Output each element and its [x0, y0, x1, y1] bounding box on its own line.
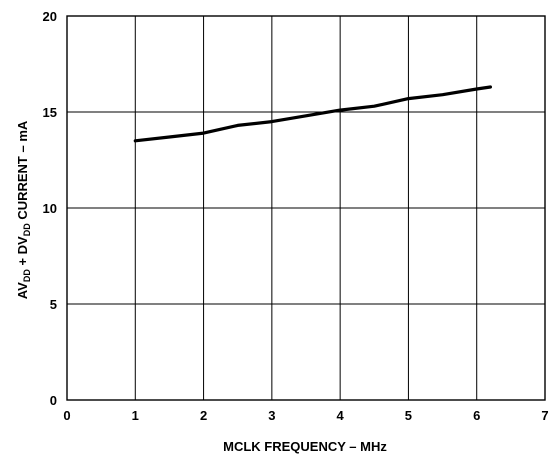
- y-axis-label-part-3: CURRENT – mA: [15, 120, 30, 223]
- gridlines: [66, 15, 546, 401]
- y-tick-label: 10: [43, 201, 57, 216]
- y-tick-label: 15: [43, 105, 57, 120]
- series-line-0: [133, 85, 492, 143]
- x-tick-label: 3: [268, 408, 275, 423]
- y-axis-label-part-2: + DV: [15, 236, 30, 269]
- x-axis-label: MCLK FREQUENCY – MHz: [223, 439, 387, 454]
- x-tick-label: 1: [132, 408, 139, 423]
- y-tick-labels: 0 5 10 15 20: [43, 9, 57, 408]
- x-tick-label: 6: [473, 408, 480, 423]
- x-tick-label: 4: [337, 408, 345, 423]
- x-tick-label: 0: [63, 408, 70, 423]
- plot-frame: [66, 15, 546, 401]
- y-tick-label: 20: [43, 9, 57, 24]
- y-axis-label: AVDD + DVDD CURRENT – mA: [15, 120, 32, 299]
- series-group: [133, 85, 492, 143]
- y-axis-label-sub-2: DD: [22, 223, 32, 236]
- x-tick-label: 5: [405, 408, 412, 423]
- y-tick-label: 0: [50, 393, 57, 408]
- y-axis-label-sub-1: DD: [22, 269, 32, 282]
- x-tick-label: 7: [541, 408, 548, 423]
- y-axis-label-part-1: AV: [15, 282, 30, 299]
- x-tick-labels: 0 1 2 3 4 5 6 7: [63, 408, 548, 423]
- x-tick-label: 2: [200, 408, 207, 423]
- y-tick-label: 5: [50, 297, 57, 312]
